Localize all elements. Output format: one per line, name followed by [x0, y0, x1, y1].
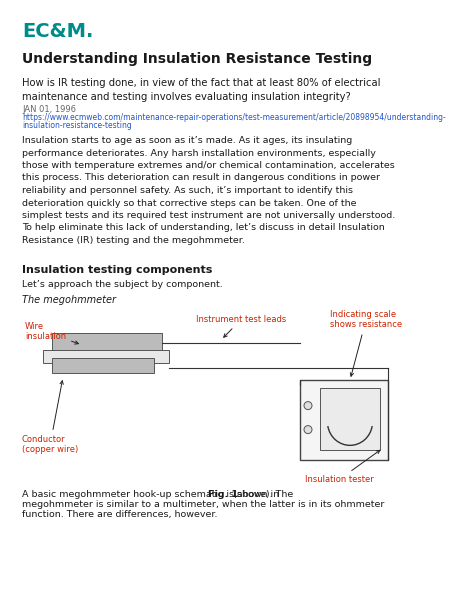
Text: Understanding Insulation Resistance Testing: Understanding Insulation Resistance Test… [22, 52, 372, 66]
Text: EC&M.: EC&M. [22, 22, 93, 41]
Text: JAN 01, 1996: JAN 01, 1996 [22, 105, 76, 114]
Text: A basic megohmmeter hook-up schematic is shown in: A basic megohmmeter hook-up schematic is… [22, 490, 282, 499]
Text: Instrument test leads: Instrument test leads [196, 315, 286, 337]
Bar [52, 333, 162, 350]
Text: How is IR testing done, in view of the fact that at least 80% of electrical
main: How is IR testing done, in view of the f… [22, 78, 381, 102]
Text: megohmmeter is similar to a multimeter, when the latter is in its ohmmeter: megohmmeter is similar to a multimeter, … [22, 500, 384, 509]
Circle shape [304, 402, 312, 409]
Circle shape [304, 425, 312, 433]
Text: Insulation testing components: Insulation testing components [22, 265, 212, 275]
Text: Wire
insulation: Wire insulation [25, 322, 78, 344]
Text: (above). The: (above). The [230, 490, 293, 499]
Text: function. There are differences, however.: function. There are differences, however… [22, 510, 218, 519]
Text: insulation-resistance-testing: insulation-resistance-testing [22, 121, 132, 130]
Text: Indicating scale
shows resistance: Indicating scale shows resistance [330, 310, 402, 376]
Text: Insulation starts to age as soon as it’s made. As it ages, its insulating
perfor: Insulation starts to age as soon as it’s… [22, 136, 395, 245]
Bar [52, 358, 154, 373]
Text: https://www.ecmweb.com/maintenance-repair-operations/test-measurement/article/20: https://www.ecmweb.com/maintenance-repai… [22, 113, 446, 122]
Bar [320, 388, 380, 450]
Text: Insulation tester: Insulation tester [305, 451, 380, 484]
Text: Fig. 1: Fig. 1 [208, 490, 238, 499]
Text: The megohmmeter: The megohmmeter [22, 295, 116, 305]
Bar [300, 380, 388, 460]
Text: Conductor
(copper wire): Conductor (copper wire) [22, 381, 78, 454]
Bar [43, 350, 169, 363]
Text: Let’s approach the subject by component.: Let’s approach the subject by component. [22, 280, 223, 289]
